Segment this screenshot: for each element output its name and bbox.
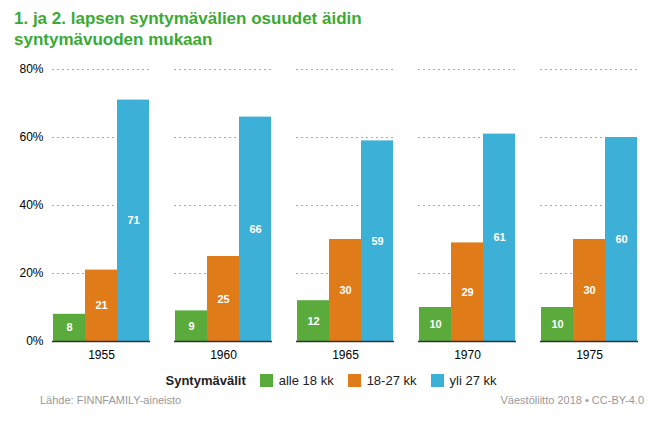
svg-text:40%: 40% <box>19 198 43 212</box>
svg-text:12: 12 <box>307 314 319 326</box>
svg-text:60%: 60% <box>19 130 43 144</box>
svg-text:1965: 1965 <box>332 348 359 362</box>
svg-text:8: 8 <box>66 321 72 333</box>
svg-text:21: 21 <box>95 299 107 311</box>
svg-text:80%: 80% <box>19 62 43 76</box>
svg-text:71: 71 <box>127 214 139 226</box>
svg-text:59: 59 <box>371 234 383 246</box>
html-text:Lähde: FINNFAMILY-aineisto: Lähde: FINNFAMILY-aineisto <box>40 393 182 406</box>
svg-text:0%: 0% <box>26 334 44 348</box>
svg-text:25: 25 <box>217 292 229 304</box>
svg-text:10: 10 <box>429 318 441 330</box>
svg-text:30: 30 <box>583 284 595 296</box>
svg-text:1955: 1955 <box>88 348 115 362</box>
svg-text:9: 9 <box>188 319 194 331</box>
html-text:18-27 kk: 18-27 kk <box>366 372 417 388</box>
svg-text:29: 29 <box>461 285 473 297</box>
svg-text:66: 66 <box>249 222 261 234</box>
svg-text:60: 60 <box>615 233 627 245</box>
svg-text:20%: 20% <box>19 266 43 280</box>
html-text:1. ja 2. lapsen syntymävälien: 1. ja 2. lapsen syntymävälien osuudet äi… <box>14 9 362 50</box>
svg-text:30: 30 <box>339 284 351 296</box>
svg-text:1970: 1970 <box>454 348 481 362</box>
svg-text:1975: 1975 <box>576 348 603 362</box>
html-text:yli 27 kk: yli 27 kk <box>449 372 497 388</box>
svg-text:61: 61 <box>493 231 505 243</box>
svg-text:10: 10 <box>551 318 563 330</box>
html-text:Syntymävälit: Syntymävälit <box>165 372 246 388</box>
html-text:alle 18 kk: alle 18 kk <box>278 372 334 388</box>
svg-text:1960: 1960 <box>210 348 237 362</box>
html-text:Väestöliitto 2018 • CC-BY-4.0: Väestöliitto 2018 • CC-BY-4.0 <box>500 393 644 406</box>
